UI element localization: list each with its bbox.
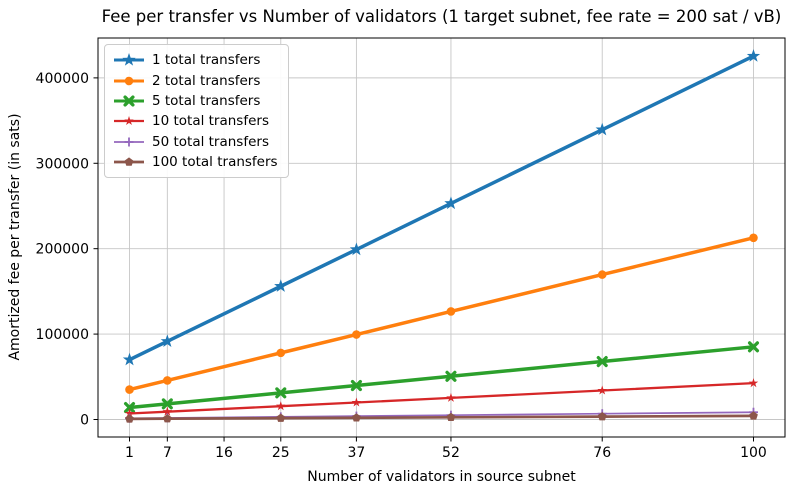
series-markers [122, 49, 761, 366]
circle-marker [749, 233, 758, 243]
circle-marker [446, 307, 456, 316]
pentagon-marker [125, 414, 134, 423]
legend-swatch [114, 137, 144, 147]
y-tick-label: 200000 [36, 242, 89, 258]
legend-swatch [114, 116, 144, 126]
x-tick-label: 76 [593, 445, 611, 461]
legend-swatch [114, 76, 144, 85]
star-marker [444, 196, 458, 210]
legend-item: 50 total transfers [113, 132, 278, 152]
star-thin-marker [124, 408, 135, 418]
legend-label: 5 total transfers [152, 92, 261, 109]
x-tick-label: 25 [272, 445, 290, 461]
y-axis-label: Amortized fee per transfer (in sats) [7, 113, 23, 361]
circle-marker [597, 270, 607, 279]
star-thin-marker [351, 397, 362, 407]
chart-title: Fee per transfer vs Number of validators… [101, 7, 782, 26]
star-marker [274, 279, 288, 292]
pentagon-marker [597, 412, 607, 421]
star-marker [160, 334, 174, 348]
x-tick-label: 100 [740, 445, 767, 461]
star-marker [746, 49, 761, 62]
pentagon-marker [749, 411, 758, 420]
circle-marker [276, 348, 286, 358]
x-axis-label: Number of validators in source subnet [307, 469, 576, 485]
plot-border [97, 37, 786, 438]
series-markers [125, 233, 758, 394]
X-marker [747, 341, 760, 353]
x-tick-label: 16 [215, 445, 233, 461]
legend-swatch [114, 53, 144, 66]
legend-label: 10 total transfers [152, 113, 269, 130]
star-thin-marker [597, 385, 607, 395]
star-marker [349, 242, 364, 256]
legend-item: 100 total transfers [113, 152, 278, 172]
star-marker [122, 352, 137, 366]
circle-marker [124, 76, 134, 85]
legend-swatch [114, 157, 144, 166]
x-tick-label: 1 [125, 445, 134, 461]
pentagon-marker [162, 414, 172, 423]
legend-label: 2 total transfers [152, 72, 261, 89]
X-marker [596, 355, 608, 368]
star-thin-marker [124, 116, 134, 126]
y-tick-label: 0 [80, 412, 89, 428]
series-line [128, 414, 755, 421]
star-marker [122, 53, 136, 66]
legend-label: 50 total transfers [152, 133, 269, 150]
X-marker [123, 95, 135, 107]
pentagon-marker [276, 413, 286, 422]
legend-item: 1 total transfers [113, 50, 278, 70]
X-marker [350, 379, 362, 392]
X-marker [275, 387, 287, 399]
circle-marker [163, 376, 172, 385]
legend-item: 10 total transfers [113, 111, 278, 131]
star-thin-marker [446, 392, 456, 402]
legend-item: 2 total transfers [113, 70, 278, 90]
series-markers [125, 411, 758, 423]
legend-swatch [114, 95, 144, 107]
legend-label: 100 total transfers [152, 154, 278, 171]
X-marker [445, 370, 457, 382]
y-tick-label: 400000 [36, 71, 89, 87]
circle-marker [125, 385, 134, 394]
pentagon-marker [446, 412, 456, 422]
x-tick-label: 37 [347, 445, 365, 461]
pentagon-marker [352, 413, 361, 422]
series-markers [123, 341, 760, 414]
circle-marker [352, 330, 361, 339]
legend-label: 1 total transfers [152, 52, 261, 69]
legend: 1 total transfers 2 total transfers 5 tota… [104, 44, 289, 179]
star-thin-marker [162, 406, 173, 416]
y-tick-label: 100000 [36, 327, 89, 343]
y-tick-label: 300000 [36, 156, 89, 172]
star-thin-marker [276, 401, 286, 411]
X-marker [123, 401, 136, 414]
pentagon-marker [124, 157, 134, 166]
star-marker [595, 122, 609, 136]
X-marker [161, 398, 173, 410]
series-markers [124, 378, 759, 418]
star-thin-marker [748, 378, 759, 388]
x-tick-label: 52 [442, 445, 460, 461]
x-tick-label: 7 [163, 445, 172, 461]
legend-item: 5 total transfers [113, 91, 278, 111]
